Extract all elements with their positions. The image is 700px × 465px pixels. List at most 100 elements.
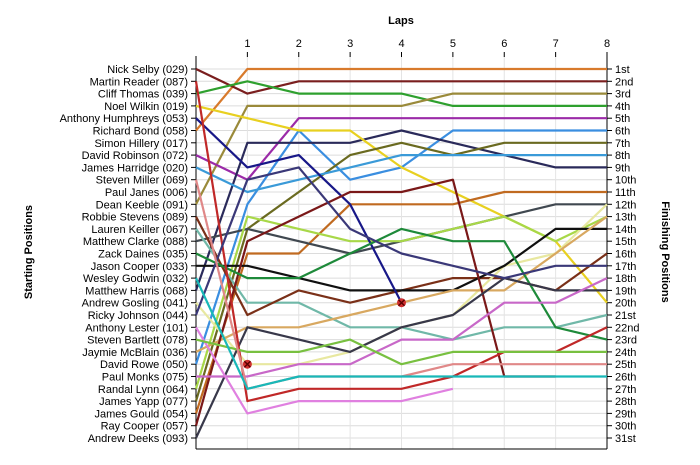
series-line	[194, 129, 607, 291]
starting-position-label: Noel Wilkin (019)	[104, 101, 188, 113]
finishing-position-label: 22nd	[615, 322, 639, 334]
finishing-position-label: 14th	[615, 224, 636, 236]
x-tick-label: 6	[501, 38, 507, 50]
starting-position-label: Paul Monks (075)	[102, 372, 188, 384]
finishing-position-label: 13th	[615, 212, 636, 224]
series-line	[195, 154, 607, 194]
finishing-position-label: 10th	[615, 175, 636, 187]
starting-position-label: Dean Keeble (091)	[96, 199, 188, 211]
finishing-position-label: 11th	[615, 187, 636, 199]
starting-position-label: Lauren Keiller (067)	[91, 224, 188, 236]
x-tick-label: 3	[347, 38, 353, 50]
finishing-position-label: 29th	[615, 408, 636, 420]
finishing-position-label: 24th	[615, 347, 636, 359]
retirement-markers	[242, 298, 406, 369]
starting-position-label: Ricky Johnson (044)	[88, 310, 188, 322]
finishing-position-label: 27th	[615, 384, 636, 396]
series-line	[196, 277, 608, 378]
starting-position-label: Zack Daines (035)	[98, 249, 188, 261]
series-line	[195, 326, 454, 415]
starting-position-label: Andrew Deeks (093)	[88, 433, 188, 445]
finishing-position-labels: 1st2nd3rd4th5th6th7th8th9th10th11th12th1…	[607, 64, 639, 445]
x-axis-title: Laps	[388, 15, 414, 27]
series-line	[194, 141, 607, 402]
series-line	[195, 338, 607, 366]
x-ticks: 1 2 3 4 5 6 7 8	[244, 38, 610, 57]
starting-position-label: Anthony Humphreys (053)	[60, 113, 188, 125]
finishing-position-label: 8th	[615, 150, 630, 162]
starting-position-label: Robbie Stevens (089)	[82, 212, 188, 224]
starting-position-label: Ray Cooper (057)	[101, 421, 188, 433]
x-tick-label: 5	[450, 38, 456, 50]
finishing-position-label: 23rd	[615, 335, 637, 347]
finishing-position-label: 28th	[615, 396, 636, 408]
finishing-position-label: 1st	[615, 64, 630, 76]
finishing-position-label: 9th	[615, 162, 630, 174]
finishing-position-label: 5th	[615, 113, 630, 125]
starting-position-label: David Robinson (072)	[82, 150, 188, 162]
x-tick-label: 8	[604, 38, 610, 50]
finishing-position-label: 3rd	[615, 89, 631, 101]
series-line	[195, 227, 608, 341]
series-line	[195, 277, 607, 390]
starting-position-label: David Rowe (050)	[100, 359, 188, 371]
starting-position-label: James Gould (054)	[94, 408, 188, 420]
starting-position-label: James Yapp (077)	[99, 396, 188, 408]
finishing-position-label: 26th	[615, 372, 636, 384]
starting-position-label: Paul Janes (006)	[105, 187, 188, 199]
starting-position-label: Cliff Thomas (039)	[98, 89, 188, 101]
finishing-position-label: 2nd	[615, 76, 633, 88]
starting-position-label: Matthew Harris (068)	[85, 285, 188, 297]
finishing-position-label: 30th	[615, 421, 636, 433]
starting-position-label: Jaymie McBlain (036)	[82, 347, 188, 359]
x-tick-label: 7	[553, 38, 559, 50]
series-line	[194, 190, 607, 414]
starting-position-label: Matthew Clarke (088)	[83, 236, 188, 248]
retired-cross	[243, 360, 251, 368]
finishing-position-label: 31st	[615, 433, 636, 445]
series-line	[194, 166, 607, 316]
starting-position-label: Randal Lynn (064)	[98, 384, 188, 396]
right-axis-title: Finishing Positions	[659, 201, 671, 302]
finishing-position-label: 16th	[615, 249, 636, 261]
finishing-position-label: 4th	[615, 101, 630, 113]
starting-position-label: Martin Reader (087)	[90, 76, 188, 88]
series-lines	[194, 67, 608, 439]
starting-position-label: James Harridge (020)	[82, 162, 188, 174]
finishing-position-label: 12th	[615, 199, 636, 211]
starting-position-label: Richard Bond (058)	[93, 126, 188, 138]
starting-position-label: Steven Bartlett (078)	[87, 335, 188, 347]
series-line	[194, 178, 556, 426]
starting-position-label: Wesley Godwin (032)	[83, 273, 188, 285]
series-line	[195, 80, 607, 108]
x-tick-label: 2	[296, 38, 302, 50]
x-tick-label: 1	[244, 38, 250, 50]
finishing-position-label: 17th	[615, 261, 636, 273]
series-line	[195, 67, 607, 132]
starting-position-label: Simon Hillery (017)	[94, 138, 188, 150]
starting-position-label: Andrew Gosling (041)	[82, 298, 188, 310]
finishing-position-label: 6th	[615, 126, 630, 138]
x-tick-label: 4	[398, 38, 404, 50]
series-line	[196, 227, 607, 292]
finishing-position-label: 19th	[615, 285, 636, 297]
series-line	[195, 277, 607, 439]
finishing-position-label: 7th	[615, 138, 630, 150]
finishing-position-label: 20th	[615, 298, 636, 310]
starting-position-label: Steven Miller (069)	[96, 175, 188, 187]
starting-position-label: Anthony Lester (101)	[85, 322, 188, 334]
series-line	[195, 92, 607, 205]
finishing-position-label: 18th	[615, 273, 636, 285]
series-line	[195, 117, 607, 181]
starting-position-labels: Nick Selby (029)Martin Reader (087)Cliff…	[60, 64, 196, 445]
series-line	[194, 215, 608, 390]
finishing-position-label: 25th	[615, 359, 636, 371]
series-line	[195, 68, 607, 95]
finishing-position-label: 15th	[615, 236, 636, 248]
finishing-position-label: 21st	[615, 310, 636, 322]
starting-position-label: Jason Cooper (033)	[91, 261, 188, 273]
left-axis-title: Starting Positions	[23, 205, 35, 299]
starting-position-label: Nick Selby (029)	[107, 64, 188, 76]
retired-cross	[398, 299, 405, 307]
